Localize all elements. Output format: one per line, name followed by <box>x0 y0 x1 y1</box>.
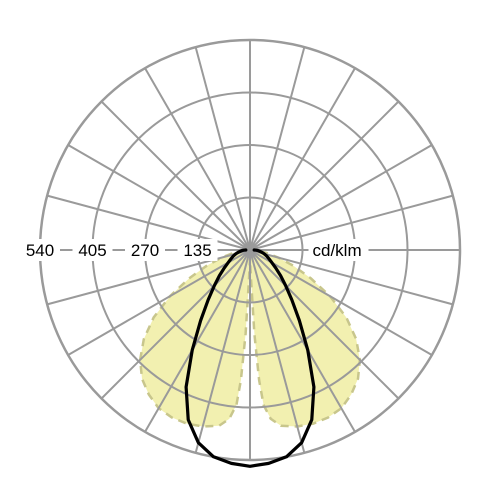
axis-tick-label: 405 <box>78 241 106 260</box>
axis-tick-label: 135 <box>183 241 211 260</box>
axis-unit-label: cd/klm <box>313 241 362 260</box>
axis-tick-label: 540 <box>26 241 54 260</box>
photometric-polar-chart: 540 405 270 135 cd/klm <box>0 0 500 500</box>
axis-tick-label: 270 <box>131 241 159 260</box>
